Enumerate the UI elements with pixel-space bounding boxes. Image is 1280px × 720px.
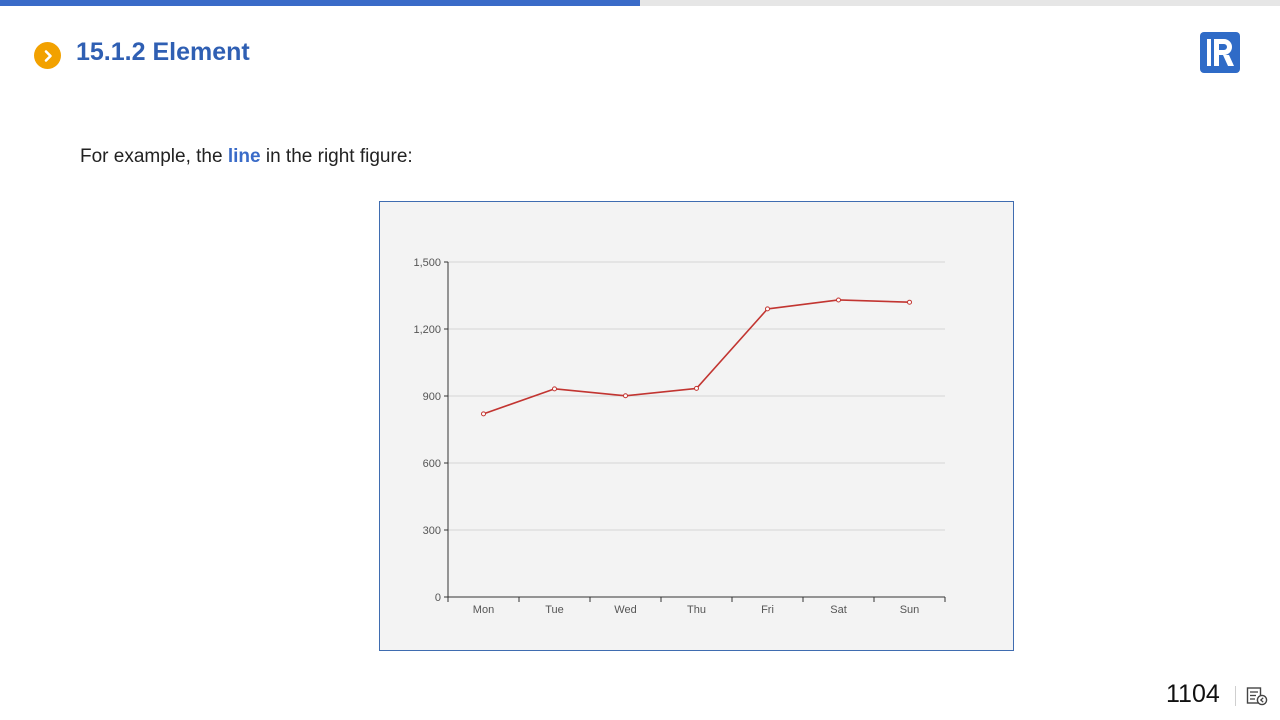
data-point: [481, 411, 486, 417]
data-point: [623, 393, 628, 399]
x-tick-label: Thu: [687, 604, 706, 616]
intro-before: For example, the: [80, 146, 228, 167]
r-logo-icon: [1200, 32, 1240, 73]
x-tick-label: Mon: [473, 604, 494, 616]
slide-nav-icon[interactable]: [1246, 686, 1268, 706]
series-line: [483, 299, 910, 415]
intro-highlight: line: [227, 146, 261, 167]
page-title: 15.1.2 Element: [76, 37, 250, 66]
data-point: [765, 306, 770, 312]
page-number-divider: [1235, 686, 1236, 706]
x-tick-label: Sat: [830, 604, 847, 616]
intro-after: in the right figure:: [260, 146, 413, 167]
y-tick-label: 1,500: [413, 257, 441, 269]
y-tick-label: 0: [435, 592, 441, 604]
y-tick-label: 1,200: [413, 324, 441, 336]
progress-track: [0, 0, 1280, 6]
y-tick-label: 600: [423, 458, 441, 470]
y-tick-label: 300: [423, 525, 441, 537]
data-point: [552, 386, 557, 392]
page-number: 1104: [1166, 680, 1220, 708]
progress-fill: [0, 0, 640, 6]
intro-text: For example, the line in the right figur…: [80, 146, 413, 168]
chart-svg: 0 300 600 900 1,200 1,500 Mon Tue Wed Thu Fri Sat Su…: [413, 257, 946, 616]
x-tick-label: Tue: [545, 604, 564, 616]
x-tick-label: Wed: [614, 604, 636, 616]
x-tick-label: Fri: [761, 604, 774, 616]
chevron-right-icon: [34, 42, 61, 69]
line-chart: 0 300 600 900 1,200 1,500 Mon Tue Wed Thu Fri Sat Su…: [379, 201, 1014, 651]
data-point: [694, 385, 699, 391]
y-tick-label: 900: [423, 391, 441, 403]
data-point: [836, 297, 841, 303]
x-tick-label: Sun: [900, 604, 920, 616]
data-point: [907, 299, 912, 305]
title-row: 15.1.2 Element: [34, 34, 250, 69]
